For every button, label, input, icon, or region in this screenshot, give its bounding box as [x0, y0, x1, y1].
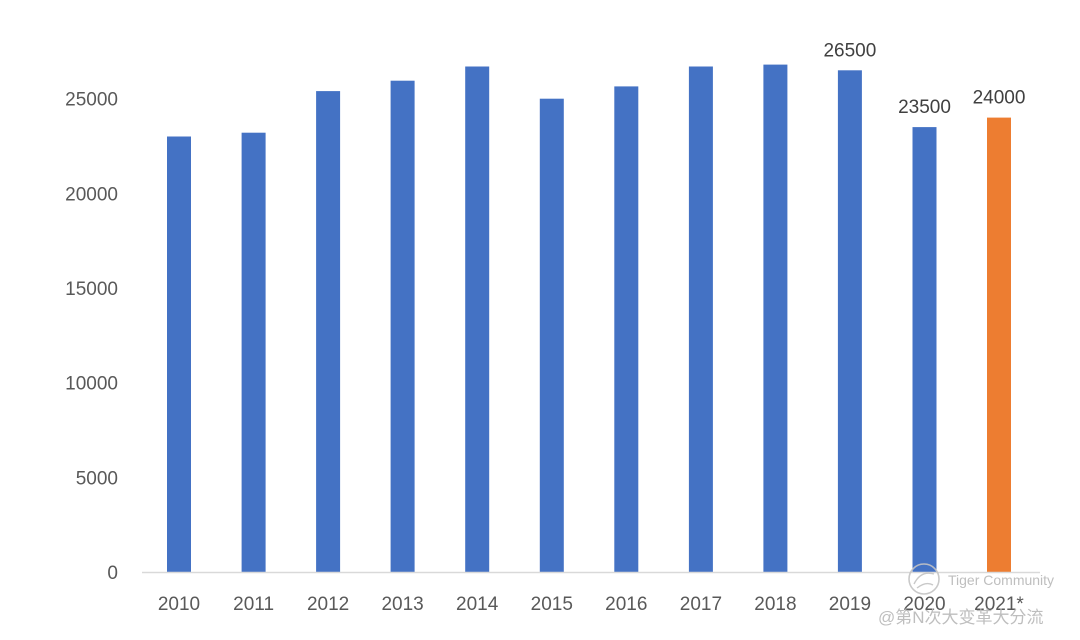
x-tick-label: 2019	[829, 594, 871, 615]
y-tick-label: 5000	[76, 468, 118, 489]
bar-2015	[539, 98, 564, 572]
watermark: Tiger Community @第N次大变革大分流	[878, 563, 1054, 627]
x-tick-label: 2016	[605, 594, 647, 615]
bar-2011	[241, 132, 266, 572]
watermark-brand: Tiger Community	[948, 572, 1054, 588]
tiger-logo-icon	[908, 563, 940, 595]
x-axis-ticks: 2010 2011 2012 2013 2014 2015 2016 2017 2018 2019…	[158, 594, 1025, 615]
bar-2010	[167, 136, 191, 572]
bar-2019	[837, 70, 862, 573]
bar-2020	[912, 127, 937, 572]
y-tick-label: 10000	[65, 374, 118, 395]
y-tick-label: 15000	[65, 279, 118, 300]
x-tick-label: 2015	[531, 594, 573, 615]
bar-2013	[390, 80, 415, 572]
data-labels: 26500 23500 24000	[823, 40, 1025, 118]
data-label: 26500	[823, 40, 876, 61]
x-tick-label: 2011	[233, 594, 274, 615]
x-tick-label: 2013	[381, 594, 423, 615]
y-tick-label: 0	[107, 563, 118, 584]
bar-2017	[688, 66, 713, 572]
y-tick-label: 25000	[65, 90, 118, 111]
data-label: 24000	[973, 88, 1026, 109]
x-tick-label: 2020	[903, 594, 945, 615]
bar-2021	[987, 117, 1011, 572]
y-tick-label: 20000	[65, 184, 118, 205]
x-tick-label: 2021*	[974, 594, 1024, 615]
x-tick-label: 2012	[307, 594, 349, 615]
x-tick-label: 2018	[754, 594, 796, 615]
watermark-handle: @第N次大变革大分流	[878, 608, 1044, 627]
bar-2018	[763, 64, 788, 572]
bar-2016	[614, 86, 639, 573]
bar-2012	[316, 91, 341, 572]
bar-series	[167, 64, 1011, 573]
tiger-logo-stripe-icon	[913, 572, 935, 589]
x-tick-label: 2017	[680, 594, 722, 615]
x-tick-label: 2014	[456, 594, 499, 615]
y-axis-ticks: 0 5000 10000 15000 20000 25000	[65, 90, 118, 584]
bar-2014	[465, 66, 490, 572]
x-tick-label: 2010	[158, 594, 200, 615]
data-label: 23500	[898, 97, 951, 118]
